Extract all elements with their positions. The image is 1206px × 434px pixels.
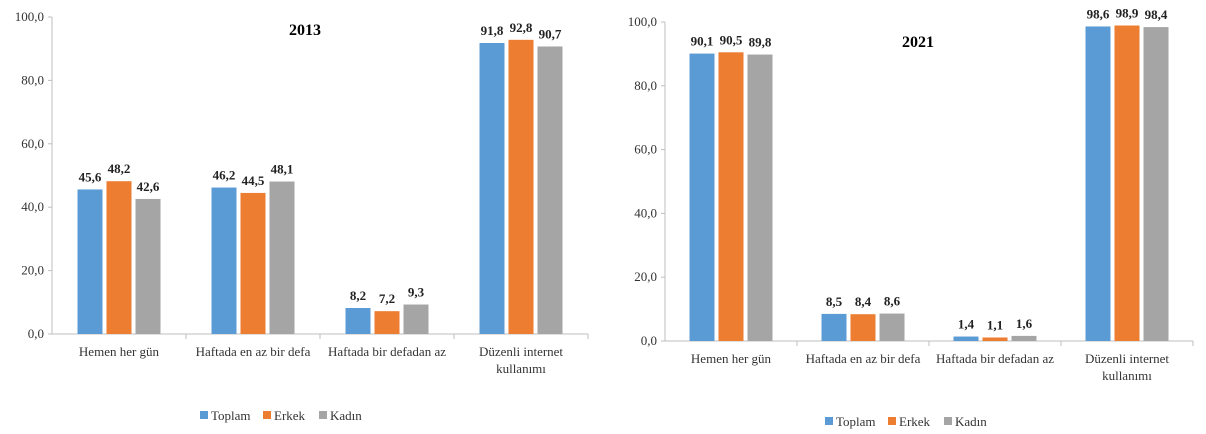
data-label: 8,5 — [826, 294, 843, 309]
bar-kadın — [537, 46, 563, 335]
legend-swatch-erkek — [263, 411, 271, 419]
legend-swatch-toplam — [200, 411, 208, 419]
y-tick-label: 80,0 — [21, 72, 44, 87]
data-label: 90,1 — [691, 34, 714, 49]
bar-toplam — [821, 313, 847, 341]
y-tick-label: 60,0 — [21, 136, 44, 151]
bar-erkek — [982, 337, 1008, 341]
bar-toplam — [953, 336, 979, 341]
y-tick-label: 20,0 — [634, 269, 657, 284]
legend-label: Toplam — [211, 408, 251, 423]
data-label: 7,2 — [379, 291, 395, 306]
y-tick-label: 100,0 — [15, 9, 44, 24]
data-label: 89,8 — [749, 35, 772, 50]
data-label: 98,4 — [1145, 7, 1168, 22]
category-label: Haftada bir defadan az — [936, 351, 1054, 366]
data-label: 8,2 — [350, 288, 366, 303]
bar-erkek — [106, 181, 132, 334]
category-label: Hemen her gün — [79, 344, 160, 359]
bar-kadın — [135, 198, 161, 334]
data-label: 48,1 — [271, 162, 294, 177]
bar-erkek — [508, 39, 534, 334]
bar-toplam — [1085, 26, 1111, 341]
data-label: 1,1 — [987, 317, 1003, 332]
data-label: 45,6 — [79, 169, 102, 184]
bar-erkek — [240, 192, 266, 334]
category-label: Hemen her gün — [691, 351, 772, 366]
legend-swatch-kadın — [319, 411, 327, 419]
y-tick-label: 80,0 — [634, 78, 657, 93]
chart-2013: 0,0 20,0 40,0 60,0 80,0 100,0 2013 Hemen her gü… — [15, 9, 589, 423]
bar-toplam — [479, 42, 505, 335]
bar-kadın — [1011, 335, 1037, 341]
bar-erkek — [374, 311, 400, 334]
y-tick-label: 20,0 — [21, 263, 44, 278]
bar-toplam — [77, 189, 103, 334]
data-label: 90,7 — [539, 26, 562, 41]
category-label: Haftada en az bir defa — [806, 351, 921, 366]
data-label: 42,6 — [137, 179, 160, 194]
category-label: Düzenli internet kullanımı — [1085, 351, 1169, 383]
bar-kadın — [269, 181, 295, 334]
y-tick-label: 0,0 — [641, 333, 657, 348]
bar-toplam — [689, 53, 715, 342]
chart-title: 2021 — [902, 34, 934, 51]
data-label: 48,2 — [108, 161, 131, 176]
legend-label: Toplam — [836, 414, 876, 429]
bar-erkek — [1114, 25, 1140, 341]
data-label: 8,6 — [884, 294, 901, 309]
legend-label: Kadın — [955, 414, 987, 429]
data-label: 46,2 — [213, 168, 236, 183]
y-tick-label: 40,0 — [21, 199, 44, 214]
legend-label: Kadın — [330, 408, 362, 423]
data-label: 98,6 — [1087, 6, 1110, 21]
bar-erkek — [718, 52, 744, 342]
data-label: 91,8 — [481, 23, 504, 38]
legend-swatch-kadın — [944, 417, 952, 425]
data-label: 8,4 — [855, 294, 872, 309]
legend-label: Erkek — [274, 408, 306, 423]
chart-2021: 0,0 20,0 40,0 60,0 80,0 100,0 2021 Hemen her gü… — [628, 6, 1194, 429]
bar-erkek — [850, 314, 876, 341]
y-tick-label: 60,0 — [634, 142, 657, 157]
bar-kadın — [1143, 27, 1169, 341]
chart-title: 2013 — [289, 22, 321, 39]
data-label: 90,5 — [720, 32, 743, 47]
data-label: 1,4 — [958, 317, 975, 332]
category-label: Haftada en az bir defa — [196, 344, 311, 359]
bar-toplam — [345, 308, 371, 334]
bar-toplam — [211, 187, 237, 334]
category-label: Haftada bir defadan az — [328, 344, 446, 359]
bar-kadın — [403, 304, 429, 334]
data-label: 98,9 — [1116, 6, 1139, 21]
data-label: 44,5 — [242, 173, 265, 188]
legend-swatch-erkek — [888, 417, 896, 425]
data-label: 1,6 — [1016, 316, 1033, 331]
y-tick-label: 40,0 — [634, 205, 657, 220]
category-label: Düzenli internet kullanımı — [479, 344, 563, 376]
legend-label: Erkek — [899, 414, 931, 429]
y-tick-label: 100,0 — [628, 14, 657, 29]
data-label: 92,8 — [510, 20, 533, 35]
y-tick-label: 0,0 — [28, 326, 44, 341]
bar-kadın — [747, 54, 773, 342]
legend-swatch-toplam — [825, 417, 833, 425]
data-label: 9,3 — [408, 285, 425, 300]
bar-kadın — [879, 313, 905, 341]
